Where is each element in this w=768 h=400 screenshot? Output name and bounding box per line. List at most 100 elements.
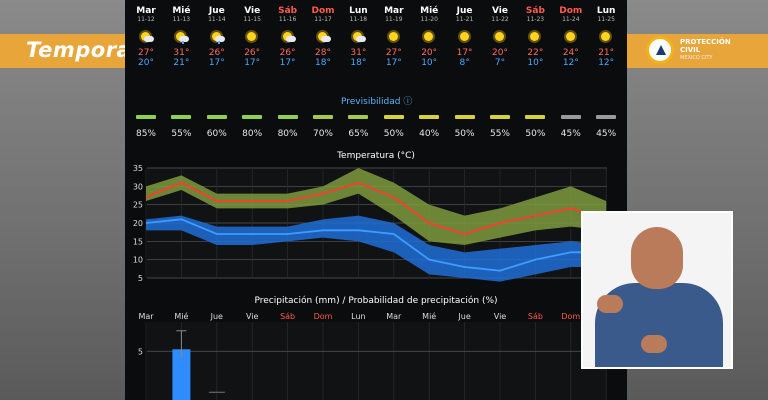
sun-cloud-icon: [138, 30, 154, 44]
day-name: Mar: [384, 6, 404, 16]
visibility-percent: 45%: [596, 129, 617, 139]
day-date: 11-17: [314, 16, 332, 23]
category-label: Mié: [422, 311, 436, 321]
visibility-percent: 45%: [560, 129, 581, 139]
y-tick-label: 35: [133, 164, 143, 173]
day-date: 11-23: [526, 16, 545, 23]
day-column: Mié 11-20 20° 10°: [411, 6, 447, 68]
day-column: Mar 11-19 27° 17°: [376, 6, 412, 68]
visibility-percent: 50%: [454, 129, 475, 139]
sun-cloud-icon: [350, 30, 367, 44]
precip-plot-area: [147, 322, 607, 400]
day-column: Dom 11-24 24° 12°: [553, 6, 589, 68]
visibility-bar: [206, 115, 227, 119]
visibility-percent: 85%: [135, 129, 156, 139]
day-date: 11-15: [243, 16, 261, 23]
day-date: 11-24: [562, 16, 580, 23]
day-date: 11-14: [208, 16, 226, 23]
day-column: Vie 11-22 20° 7°: [482, 6, 518, 68]
sun-icon: [421, 30, 437, 44]
min-temp: 10°: [527, 58, 544, 68]
interpreter-hand-right: [641, 335, 667, 353]
day-column: Jue 11-14 26° 17°: [199, 6, 235, 68]
visibility-bar: [383, 115, 404, 119]
visibility-percent: 70%: [312, 129, 333, 139]
day-name: Vie: [492, 6, 508, 16]
min-temp: 10°: [421, 58, 438, 68]
visibility-percent: 40%: [419, 129, 440, 139]
category-label: Vie: [246, 312, 259, 321]
day-name: Mié: [172, 6, 191, 16]
cloud-sun-icon: [315, 30, 331, 44]
visibility-percent: 50%: [525, 129, 546, 139]
y-tick-label: 20: [133, 219, 143, 228]
info-icon: ⓘ: [403, 97, 413, 107]
day-name: Sáb: [278, 6, 298, 16]
day-date: 11-21: [455, 16, 474, 23]
y-tick-label: 30: [133, 182, 143, 191]
day-date: 11-22: [491, 16, 509, 23]
category-label: Dom: [561, 312, 580, 321]
category-label: Lun: [351, 312, 365, 321]
visibility-bar: [277, 115, 298, 119]
visibility-bar: [171, 115, 192, 119]
day-column: Lun 11-18 31° 18°: [340, 6, 376, 68]
max-temp: 22°: [527, 48, 544, 58]
min-temp: 12°: [598, 58, 615, 68]
precip-bar: [172, 349, 191, 400]
day-date: 11-19: [385, 16, 403, 23]
sun-icon: [386, 30, 402, 44]
max-temp: 31°: [350, 48, 367, 58]
sun-rain-icon: [173, 30, 190, 44]
y-tick-label: 5: [138, 347, 143, 356]
day-column: Sáb 11-16 26° 17°: [270, 6, 306, 68]
day-date: 11-12: [137, 16, 155, 23]
y-tick-label: 25: [133, 201, 143, 210]
visibility-bar: [490, 115, 510, 119]
visibility-percent: 55%: [171, 129, 192, 139]
category-label: Sáb: [280, 312, 295, 321]
min-temp: 17°: [244, 58, 261, 68]
visibility-bar: [348, 115, 369, 119]
visibility-row: 85% 55% 60% 80% 80% 70% 65% 50% 40% 50% 55% 50% 45% 4…: [125, 115, 627, 145]
day-name: Dom: [559, 6, 583, 16]
logo-text: PROTECCIÓN CIVIL MEXICO CITY: [680, 38, 731, 61]
category-label: Vie: [494, 312, 507, 321]
precipitation-chart: MarMiéJueVieSábDomLunMarMiéJueVieSábDomL…: [138, 311, 613, 400]
min-temp: 18°: [315, 58, 331, 68]
max-temp: 20°: [492, 48, 508, 58]
visibility-percent: 80%: [277, 129, 298, 139]
day-name: Jue: [208, 6, 225, 16]
visibility-percent: 80%: [242, 129, 263, 139]
max-temp: 20°: [421, 48, 438, 58]
category-label: Mié: [174, 311, 188, 321]
max-temp: 31°: [173, 48, 190, 58]
min-temp: 21°: [173, 58, 190, 68]
category-label: Jue: [210, 312, 223, 321]
day-column: Jue 11-21 17° 8°: [447, 6, 483, 68]
sun-icon: [598, 30, 614, 44]
day-name: Jue: [456, 6, 473, 16]
min-temp: 7°: [494, 58, 506, 68]
daily-forecast-row: Mar 11-12 27° 20° Mié 11-13 31° 21° Jue 11-14 26° 1…: [125, 6, 627, 96]
visibility-title: Previsibilidad ⓘ: [341, 97, 413, 107]
sign-language-interpreter: [581, 211, 733, 369]
sun-cloud-icon: [280, 30, 296, 44]
max-temp: 27°: [385, 48, 402, 58]
visibility-bar: [596, 115, 617, 119]
category-label: Mar: [386, 312, 402, 321]
max-temp: 24°: [562, 48, 579, 58]
day-name: Sáb: [525, 6, 545, 16]
y-tick-label: 10: [133, 256, 143, 265]
min-temp-band: [146, 215, 607, 282]
min-temp: 8°: [459, 58, 470, 68]
min-temp: 20°: [138, 58, 154, 68]
interpreter-head: [631, 227, 683, 289]
min-temp: 17°: [279, 58, 296, 68]
day-date: 11-25: [597, 16, 615, 23]
sun-icon: [457, 30, 473, 44]
day-date: 11-18: [349, 16, 368, 23]
category-label: Jue: [457, 312, 470, 321]
day-column: Mié 11-13 31° 21°: [163, 6, 199, 68]
day-name: Lun: [349, 6, 368, 16]
